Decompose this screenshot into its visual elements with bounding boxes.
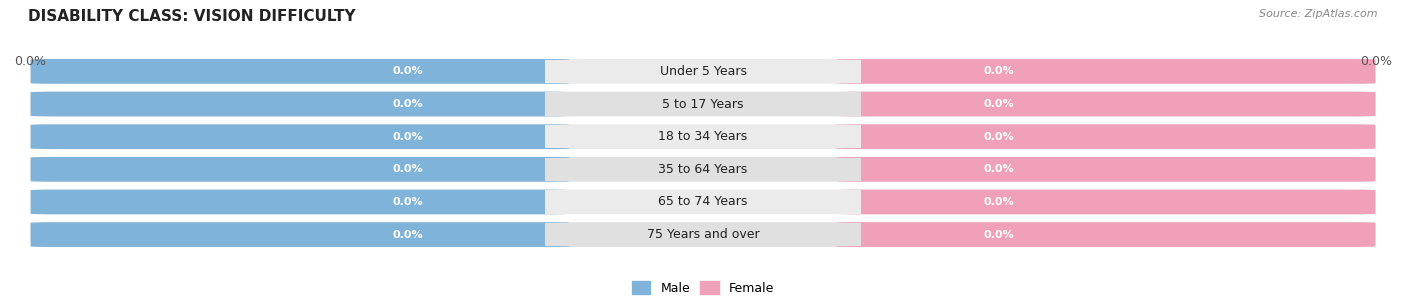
Legend: Male, Female: Male, Female (627, 276, 779, 300)
FancyBboxPatch shape (31, 190, 569, 214)
Text: 75 Years and over: 75 Years and over (647, 228, 759, 241)
Text: Under 5 Years: Under 5 Years (659, 65, 747, 78)
Text: 0.0%: 0.0% (392, 99, 423, 109)
FancyBboxPatch shape (31, 59, 569, 84)
Text: 0.0%: 0.0% (392, 132, 423, 142)
FancyBboxPatch shape (31, 157, 1375, 182)
FancyBboxPatch shape (544, 158, 862, 181)
FancyBboxPatch shape (482, 190, 544, 214)
FancyBboxPatch shape (862, 92, 924, 116)
Text: 0.0%: 0.0% (14, 55, 46, 68)
Text: 0.0%: 0.0% (1360, 55, 1392, 68)
Text: 0.0%: 0.0% (392, 230, 423, 240)
Text: Source: ZipAtlas.com: Source: ZipAtlas.com (1260, 9, 1378, 19)
FancyBboxPatch shape (862, 158, 924, 181)
FancyBboxPatch shape (31, 92, 569, 116)
FancyBboxPatch shape (837, 92, 1375, 116)
Text: 0.0%: 0.0% (392, 66, 423, 76)
Text: 0.0%: 0.0% (983, 164, 1014, 174)
FancyBboxPatch shape (31, 222, 569, 247)
Text: 0.0%: 0.0% (983, 197, 1014, 207)
FancyBboxPatch shape (31, 222, 1375, 247)
Text: 18 to 34 Years: 18 to 34 Years (658, 130, 748, 143)
Text: 65 to 74 Years: 65 to 74 Years (658, 196, 748, 208)
FancyBboxPatch shape (31, 92, 1375, 116)
FancyBboxPatch shape (482, 158, 544, 181)
FancyBboxPatch shape (482, 60, 544, 83)
FancyBboxPatch shape (31, 190, 1375, 214)
FancyBboxPatch shape (837, 157, 1375, 182)
FancyBboxPatch shape (544, 223, 862, 246)
Text: 0.0%: 0.0% (983, 66, 1014, 76)
FancyBboxPatch shape (862, 223, 924, 246)
FancyBboxPatch shape (31, 124, 1375, 149)
FancyBboxPatch shape (482, 92, 544, 116)
Text: 0.0%: 0.0% (392, 164, 423, 174)
Text: 5 to 17 Years: 5 to 17 Years (662, 98, 744, 110)
Text: 0.0%: 0.0% (392, 197, 423, 207)
FancyBboxPatch shape (31, 59, 1375, 84)
FancyBboxPatch shape (862, 60, 924, 83)
FancyBboxPatch shape (31, 157, 569, 182)
FancyBboxPatch shape (544, 92, 862, 116)
FancyBboxPatch shape (544, 60, 862, 83)
FancyBboxPatch shape (837, 222, 1375, 247)
Text: DISABILITY CLASS: VISION DIFFICULTY: DISABILITY CLASS: VISION DIFFICULTY (28, 9, 356, 24)
Text: 0.0%: 0.0% (983, 230, 1014, 240)
Text: 0.0%: 0.0% (983, 99, 1014, 109)
FancyBboxPatch shape (837, 190, 1375, 214)
FancyBboxPatch shape (544, 190, 862, 214)
FancyBboxPatch shape (837, 59, 1375, 84)
FancyBboxPatch shape (862, 190, 924, 214)
Text: 0.0%: 0.0% (983, 132, 1014, 142)
FancyBboxPatch shape (544, 125, 862, 148)
FancyBboxPatch shape (482, 125, 544, 148)
Text: 35 to 64 Years: 35 to 64 Years (658, 163, 748, 176)
FancyBboxPatch shape (837, 124, 1375, 149)
FancyBboxPatch shape (862, 125, 924, 148)
FancyBboxPatch shape (482, 223, 544, 246)
FancyBboxPatch shape (31, 124, 569, 149)
